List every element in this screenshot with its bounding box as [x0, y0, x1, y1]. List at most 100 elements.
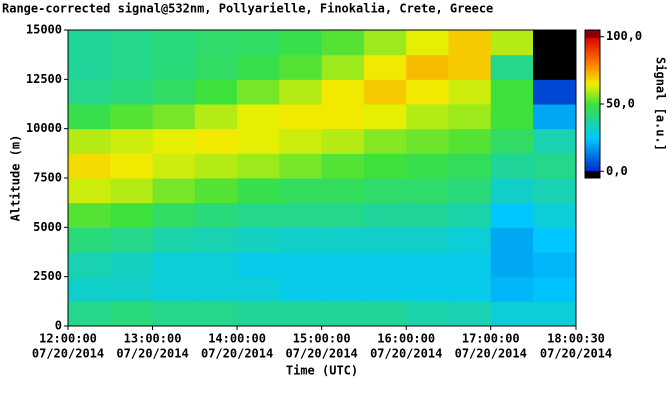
heatmap-cell	[363, 128, 407, 154]
colorbar-swatch	[585, 143, 600, 147]
heatmap-cell	[279, 128, 323, 154]
heatmap-cell	[406, 301, 449, 327]
heatmap-cell	[406, 30, 449, 56]
heatmap-cell	[321, 79, 365, 105]
heatmap-cell	[533, 128, 577, 154]
colorbar-swatch	[585, 108, 600, 112]
colorbar-swatch	[585, 91, 600, 95]
heatmap-cell	[448, 227, 492, 253]
colorbar-swatch	[585, 165, 600, 169]
x-tick-date: 07/20/2014	[455, 347, 527, 361]
heatmap-cell	[406, 104, 449, 130]
colorbar-swatch	[585, 148, 600, 152]
heatmap-cell	[448, 128, 492, 154]
heatmap-cell	[194, 54, 238, 80]
heatmap-cell	[68, 30, 111, 56]
x-tick-date: 07/20/2014	[286, 347, 358, 361]
heatmap-cell	[110, 252, 154, 278]
colorbar-tick-label: 0,0	[606, 164, 628, 178]
colorbar-swatch	[585, 79, 600, 83]
heatmap-cell	[152, 104, 196, 130]
heatmap-cell	[533, 30, 577, 56]
colorbar-swatch	[585, 121, 600, 125]
colorbar-swatch	[585, 175, 600, 179]
heatmap-cell	[110, 79, 154, 105]
heatmap-cell	[194, 301, 238, 327]
heatmap-cell	[321, 104, 365, 130]
x-tick-date: 07/20/2014	[370, 347, 442, 361]
colorbar-swatch	[585, 116, 600, 120]
heatmap-cell	[279, 153, 323, 179]
heatmap-cell	[533, 54, 577, 80]
colorbar-swatch	[585, 168, 600, 172]
heatmap-cell	[448, 178, 492, 204]
x-tick-label: 15:00:00	[293, 332, 351, 346]
heatmap-cell	[110, 104, 154, 130]
heatmap-cell	[68, 128, 111, 154]
heatmap-cell	[363, 54, 407, 80]
heatmap-cell	[448, 252, 492, 278]
heatmap-cell	[194, 178, 238, 204]
heatmap-cell	[490, 227, 534, 253]
heatmap-cell	[152, 79, 196, 105]
heatmap-cell	[321, 227, 365, 253]
colorbar-swatch	[585, 136, 600, 140]
heatmap-cell	[237, 30, 280, 56]
heatmap-cell	[363, 301, 407, 327]
x-axis-title: Time (UTC)	[286, 364, 358, 378]
heatmap-cell	[194, 30, 238, 56]
heatmap-cell	[533, 153, 577, 179]
heatmap-cell	[237, 202, 280, 228]
heatmap-cell	[279, 178, 323, 204]
heatmap-cell	[68, 227, 111, 253]
heatmap-cell	[110, 202, 154, 228]
colorbar-swatch	[585, 49, 600, 53]
heatmap-cell	[110, 227, 154, 253]
heatmap-cell	[321, 301, 365, 327]
heatmap-cell	[279, 30, 323, 56]
heatmap-cell	[279, 79, 323, 105]
heatmap-cell	[406, 128, 449, 154]
heatmap-cell	[321, 276, 365, 302]
y-axis-title: Altitude (m)	[9, 135, 23, 222]
colorbar-swatch	[585, 74, 600, 78]
heatmap-cell	[490, 79, 534, 105]
heatmap-cell	[152, 202, 196, 228]
colorbar-swatch	[585, 131, 600, 135]
heatmap-cell	[110, 276, 154, 302]
heatmap-cell	[68, 252, 111, 278]
heatmap-cell	[490, 301, 534, 327]
heatmap-cell	[68, 276, 111, 302]
heatmap-cell	[448, 202, 492, 228]
heatmap-cell	[533, 202, 577, 228]
colorbar-swatch	[585, 84, 600, 88]
heatmap-cell	[406, 227, 449, 253]
colorbar-swatch	[585, 96, 600, 100]
heatmap-cell	[490, 104, 534, 130]
heatmap-cell	[533, 227, 577, 253]
heatmap-cell	[363, 79, 407, 105]
heatmap-cell	[237, 301, 280, 327]
heatmap-cell	[321, 128, 365, 154]
heatmap-cell	[110, 178, 154, 204]
heatmap-cell	[406, 202, 449, 228]
colorbar-swatch	[585, 44, 600, 48]
heatmap-cell	[68, 301, 111, 327]
colorbar-swatch	[585, 34, 600, 38]
heatmap-cell	[194, 252, 238, 278]
x-tick-label: 17:00:00	[462, 332, 520, 346]
colorbar-swatch	[585, 42, 600, 46]
heatmap-cell	[363, 227, 407, 253]
y-tick-label: 15000	[26, 23, 62, 37]
x-tick-date: 07/20/2014	[201, 347, 273, 361]
heatmap-cell	[363, 153, 407, 179]
heatmap-cell	[152, 54, 196, 80]
heatmap-cell	[448, 79, 492, 105]
heatmap-cell	[363, 104, 407, 130]
heatmap-cell	[406, 178, 449, 204]
colorbar-swatch	[585, 64, 600, 68]
colorbar-swatch	[585, 32, 600, 36]
colorbar-swatch	[585, 47, 600, 51]
colorbar-swatch	[585, 101, 600, 105]
heatmap-cell	[448, 301, 492, 327]
